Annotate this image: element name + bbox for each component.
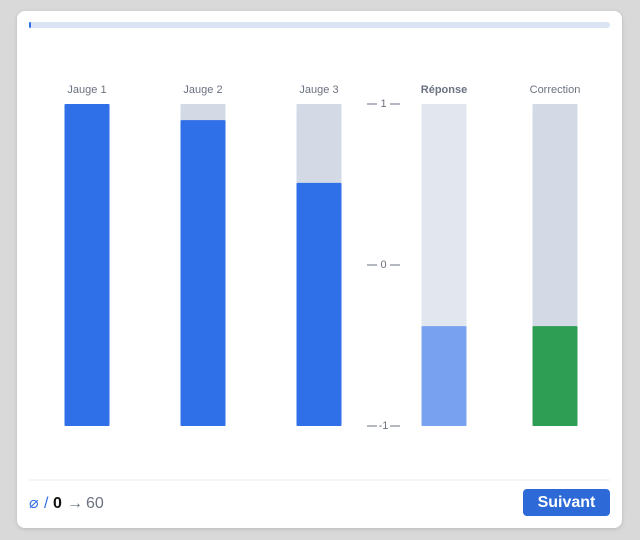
gauge-fill [296,182,342,426]
gauge-label: Correction [530,84,581,96]
next-button[interactable]: Suivant [523,489,610,516]
symbol: ⌀ [29,495,39,512]
target: 60 [86,495,104,512]
separator: / [44,495,49,512]
tick-label: -1 [379,420,389,432]
button-bg[interactable] [523,489,610,516]
progress-fill [29,22,31,28]
tick-label: 0 [380,259,386,271]
tick-label: 1 [380,98,386,110]
gauge-label: Jauge 2 [183,84,222,96]
gauges: Jauge 1 Jauge 2 Jauge 3 Réponse Correction 1 0… [64,84,581,432]
gauge-fill [180,120,226,426]
score: 0 [53,495,62,512]
arrow: → [67,495,83,512]
gauge-fill [532,326,578,426]
gauge-label: Jauge 1 [67,84,106,96]
progress-track [29,22,610,28]
gauge-fill [64,104,110,426]
gauge-label: Jauge 3 [299,84,338,96]
button-label[interactable]: Suivant [538,494,596,511]
gauge-label: Réponse [421,84,467,96]
gauge-fill [421,326,467,426]
